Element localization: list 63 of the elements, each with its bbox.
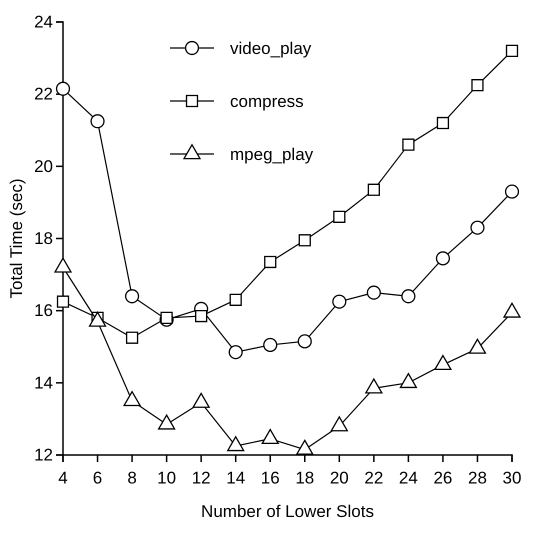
- point: [332, 294, 346, 309]
- point: [160, 312, 173, 324]
- y-tick-label: 24: [34, 12, 53, 32]
- point: [365, 378, 382, 394]
- point: [470, 220, 485, 235]
- y-tick-label: 20: [34, 156, 53, 176]
- x-tick-label: 10: [157, 468, 176, 488]
- x-tick-label: 16: [260, 468, 280, 488]
- point: [402, 138, 415, 151]
- x-tick-label: 18: [295, 468, 314, 488]
- point: [195, 310, 208, 322]
- point: [434, 354, 452, 370]
- point: [333, 210, 346, 223]
- point: [192, 392, 210, 408]
- point: [330, 416, 348, 432]
- point: [296, 440, 314, 455]
- y-tick-label: 22: [34, 84, 53, 104]
- x-tick-label: 14: [226, 468, 246, 488]
- point: [263, 338, 278, 352]
- point: [298, 234, 311, 246]
- point: [56, 296, 70, 308]
- point: [436, 251, 450, 266]
- point: [228, 345, 243, 360]
- point: [298, 334, 312, 348]
- point: [56, 82, 70, 96]
- point: [366, 286, 381, 300]
- point: [158, 414, 176, 430]
- x-axis-title: Number of Lower Slots: [201, 502, 374, 521]
- x-tick-label: 6: [92, 468, 102, 488]
- point: [264, 256, 276, 268]
- point: [227, 436, 244, 452]
- point: [504, 184, 520, 199]
- x-tick-label: 26: [433, 468, 452, 488]
- legend-label: compress: [230, 92, 304, 111]
- y-tick-label: 18: [34, 228, 53, 248]
- point: [468, 338, 486, 354]
- point: [124, 289, 140, 304]
- x-tick-label: 20: [330, 468, 349, 488]
- y-tick-label: 14: [34, 373, 53, 392]
- legend-label: mpeg_play: [230, 145, 314, 164]
- point: [123, 391, 141, 406]
- point: [126, 332, 138, 344]
- x-tick-label: 22: [364, 468, 384, 488]
- legend-label: video_play: [230, 39, 312, 58]
- x-tick-label: 30: [502, 468, 522, 488]
- y-axis-title: Total Time (sec): [7, 178, 26, 298]
- point: [471, 79, 484, 92]
- point: [230, 294, 242, 306]
- y-tick-label: 16: [34, 301, 53, 320]
- point: [436, 116, 450, 130]
- point: [503, 302, 521, 318]
- point: [368, 184, 380, 196]
- x-tick-label: 12: [192, 468, 211, 488]
- point: [90, 114, 105, 128]
- x-tick-label: 8: [127, 468, 137, 488]
- x-tick-label: 24: [398, 468, 418, 488]
- x-tick-label: 4: [58, 468, 68, 488]
- point: [401, 289, 416, 304]
- point: [506, 44, 518, 57]
- x-tick-label: 28: [468, 468, 487, 488]
- point: [400, 372, 418, 388]
- y-tick-label: 12: [34, 445, 53, 464]
- point: [262, 428, 279, 444]
